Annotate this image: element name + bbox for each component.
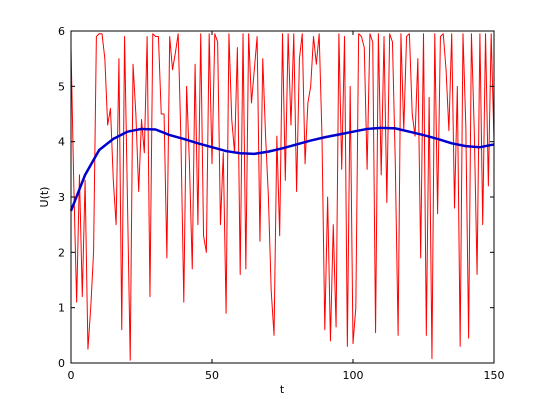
x-tick-label: 50 [205, 369, 219, 382]
x-tick-label: 100 [343, 369, 364, 382]
y-tick-label: 1 [58, 302, 65, 315]
x-axis-label: t [280, 383, 285, 396]
y-axis-label: U(t) [38, 187, 51, 208]
data-line [69, 126, 495, 212]
y-tick-label: 3 [58, 191, 65, 204]
y-tick-label: 6 [58, 25, 65, 38]
y-tick-label: 0 [58, 357, 65, 370]
x-tick-label: 150 [484, 369, 505, 382]
x-tick-label: 0 [68, 369, 75, 382]
y-tick-label: 5 [58, 80, 65, 93]
y-tick-label: 4 [58, 136, 65, 149]
data-line [70, 33, 495, 361]
y-tick-label: 2 [58, 246, 65, 259]
